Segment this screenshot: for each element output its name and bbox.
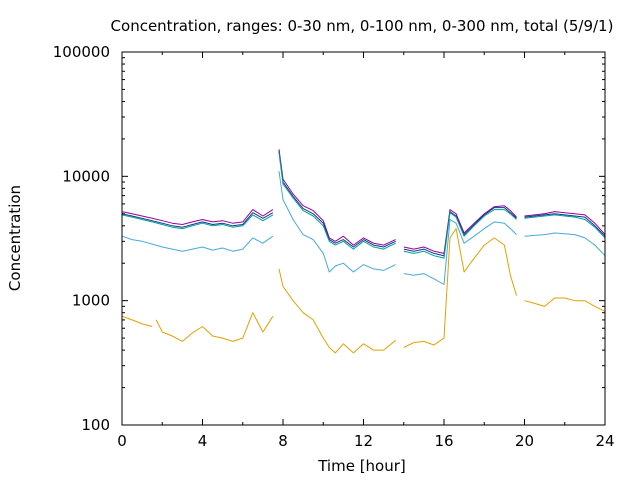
y-tick-label: 10000: [62, 167, 110, 185]
x-axis: 0 4 8 12 16 20 24: [117, 52, 615, 450]
series-line-r300: [121, 150, 606, 257]
y-tick-label: 100: [81, 416, 110, 434]
x-tick-label: 0: [117, 432, 127, 450]
y-axis: 100 1000 10000 100000: [53, 43, 605, 434]
x-tick-label: 16: [434, 432, 453, 450]
x-tick-label: 20: [515, 432, 534, 450]
y-axis-label: Concentration: [6, 185, 24, 291]
x-tick-label: 12: [354, 432, 373, 450]
series-line-r30: [121, 171, 606, 285]
series-line-total: [121, 149, 606, 254]
y-tick-label: 1000: [72, 292, 110, 310]
chart-title: Concentration, ranges: 0-30 nm, 0-100 nm…: [111, 17, 614, 35]
series-line-small: [121, 228, 606, 354]
x-tick-label: 4: [198, 432, 208, 450]
y-tick-label: 100000: [53, 43, 110, 61]
x-tick-label: 8: [278, 432, 288, 450]
series-layer: [121, 149, 606, 354]
series-line-r100: [121, 152, 606, 259]
x-tick-label: 24: [595, 432, 614, 450]
x-axis-label: Time [hour]: [317, 457, 406, 475]
